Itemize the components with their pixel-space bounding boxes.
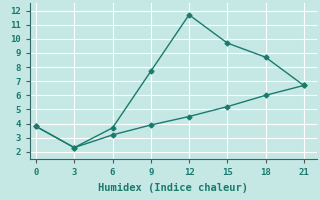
- X-axis label: Humidex (Indice chaleur): Humidex (Indice chaleur): [98, 182, 248, 193]
